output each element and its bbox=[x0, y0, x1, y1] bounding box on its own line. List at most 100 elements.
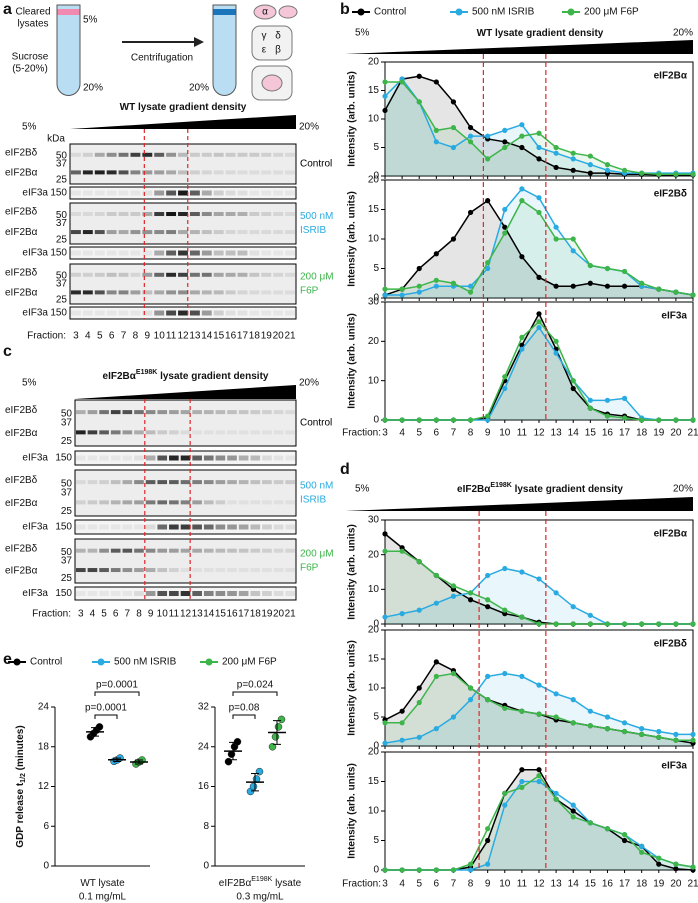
subplot-label: eIF2Bδ bbox=[654, 189, 687, 200]
data-point bbox=[553, 621, 559, 627]
schematic-label: 20% bbox=[189, 83, 209, 94]
y-tick-label: 5 bbox=[373, 142, 379, 153]
x-tick-label: 6 bbox=[434, 428, 440, 439]
blot-band bbox=[87, 548, 98, 553]
y-tick-label: 24 bbox=[198, 741, 210, 752]
blot-band bbox=[273, 212, 284, 217]
blot-band bbox=[99, 568, 109, 573]
fraction-number: 4 bbox=[90, 609, 96, 620]
blot-band bbox=[82, 152, 93, 157]
panel-label: e bbox=[3, 651, 12, 668]
y-tick-label: 30 bbox=[368, 297, 380, 308]
x-tick-label: 3 bbox=[382, 879, 388, 890]
blot-band bbox=[106, 310, 117, 316]
data-point bbox=[433, 572, 439, 579]
area-fill bbox=[385, 313, 693, 420]
data-point bbox=[536, 209, 542, 216]
blot-band bbox=[166, 170, 177, 175]
blot-band bbox=[180, 548, 191, 553]
blot-band bbox=[189, 170, 200, 175]
text-part: lysate gradient density bbox=[512, 484, 624, 495]
blot-band bbox=[180, 410, 191, 415]
fraction-number: 7 bbox=[121, 331, 127, 342]
data-point bbox=[570, 283, 576, 289]
blot-band bbox=[178, 212, 188, 217]
blot-band bbox=[76, 455, 86, 461]
x-axis-label: 0.1 mg/mL bbox=[79, 892, 127, 903]
data-point bbox=[553, 714, 559, 720]
blot-band bbox=[215, 500, 226, 505]
kda-marker: 25 bbox=[61, 506, 73, 517]
blot-band bbox=[157, 591, 168, 596]
blot-band bbox=[169, 591, 179, 596]
y-tick-label: 0 bbox=[373, 619, 379, 630]
blot-band bbox=[285, 212, 295, 217]
blot-band bbox=[237, 170, 248, 175]
fraction-number: 9 bbox=[145, 331, 151, 342]
data-point bbox=[467, 209, 474, 216]
blot-band bbox=[215, 548, 226, 553]
y-tick-label: 24 bbox=[38, 702, 50, 713]
blot-band bbox=[110, 430, 121, 435]
subunit bbox=[253, 4, 277, 20]
fraction-number: 3 bbox=[78, 609, 84, 620]
blot-band bbox=[273, 190, 284, 196]
sd-bar bbox=[229, 741, 237, 761]
blot-band bbox=[145, 524, 156, 530]
data-point bbox=[467, 283, 474, 289]
kda-marker: 37 bbox=[56, 159, 68, 170]
data-point bbox=[587, 621, 593, 627]
blot-band bbox=[71, 170, 81, 175]
tube bbox=[212, 4, 237, 96]
blot-band bbox=[154, 212, 165, 217]
blot-band bbox=[262, 568, 272, 573]
blot-band bbox=[189, 250, 200, 256]
data-point bbox=[621, 268, 628, 275]
blot-band bbox=[110, 455, 121, 461]
blot-band bbox=[82, 170, 93, 175]
superscript: E198K bbox=[251, 876, 272, 883]
blot-band bbox=[145, 430, 156, 435]
data-point bbox=[485, 156, 491, 162]
data-point bbox=[416, 289, 422, 295]
blot-band bbox=[106, 190, 117, 196]
legend-label: Control bbox=[30, 657, 62, 668]
blot-band bbox=[134, 455, 144, 461]
blot-band bbox=[87, 500, 98, 505]
panel-label: c bbox=[3, 343, 12, 360]
data-point bbox=[450, 714, 457, 720]
arrow-head bbox=[194, 37, 204, 47]
blot-band bbox=[273, 230, 284, 235]
blot-band bbox=[178, 290, 188, 295]
blot-band bbox=[110, 548, 121, 553]
data-point bbox=[268, 743, 277, 751]
data-point bbox=[553, 350, 559, 356]
blot-band bbox=[213, 272, 224, 277]
blot-band bbox=[203, 568, 214, 573]
data-point bbox=[553, 283, 559, 289]
x-tick-label: 19 bbox=[653, 428, 665, 439]
data-point bbox=[553, 150, 559, 156]
blot-band bbox=[250, 591, 261, 596]
data-point bbox=[536, 311, 542, 317]
blot-band bbox=[99, 524, 109, 530]
area-fill bbox=[385, 661, 693, 746]
sd-bar bbox=[251, 772, 259, 792]
blot-band bbox=[106, 230, 117, 235]
x-tick-label: 8 bbox=[468, 428, 474, 439]
blot-band bbox=[71, 230, 81, 235]
data-point bbox=[485, 417, 491, 423]
blot-band bbox=[145, 410, 156, 415]
y-axis-label: Intensity (arb. units) bbox=[347, 71, 358, 167]
legend-label: 500 nM ISRIB bbox=[114, 657, 177, 668]
blot-band bbox=[285, 152, 295, 157]
blot-band bbox=[261, 310, 272, 316]
x-tick-label: 3 bbox=[382, 428, 388, 439]
data-point bbox=[485, 133, 491, 139]
blot-band bbox=[262, 430, 272, 435]
sd-bar bbox=[91, 727, 99, 737]
kda-marker: 150 bbox=[50, 308, 67, 319]
band-label: eIF2Bδ bbox=[5, 147, 38, 158]
blot-band bbox=[201, 290, 212, 295]
blot-band bbox=[273, 568, 284, 573]
